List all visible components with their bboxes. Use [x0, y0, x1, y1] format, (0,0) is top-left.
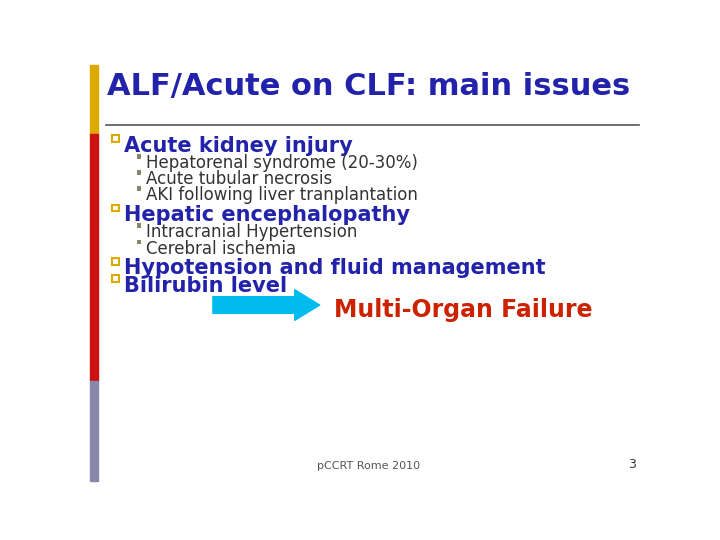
- Text: Hepatic encephalopathy: Hepatic encephalopathy: [124, 205, 410, 225]
- Bar: [137, 170, 141, 175]
- Text: Acute tubular necrosis: Acute tubular necrosis: [145, 170, 332, 188]
- Bar: [137, 224, 141, 228]
- Text: pCCRT Rome 2010: pCCRT Rome 2010: [318, 461, 420, 471]
- Text: ALF/Acute on CLF: main issues: ALF/Acute on CLF: main issues: [107, 72, 630, 102]
- Bar: [112, 205, 119, 212]
- Bar: [90, 65, 98, 134]
- FancyArrowPatch shape: [213, 290, 320, 320]
- Bar: [112, 258, 119, 265]
- Text: Hepatorenal syndrome (20-30%): Hepatorenal syndrome (20-30%): [145, 154, 418, 172]
- Text: 3: 3: [629, 458, 636, 471]
- Text: Cerebral ischemia: Cerebral ischemia: [145, 240, 296, 258]
- Bar: [112, 275, 119, 282]
- Bar: [112, 135, 119, 142]
- Bar: [137, 154, 141, 159]
- Bar: [90, 381, 98, 481]
- Bar: [137, 240, 141, 244]
- Text: Intracranial Hypertension: Intracranial Hypertension: [145, 224, 357, 241]
- Text: Bilirubin level: Bilirubin level: [124, 276, 287, 296]
- Text: Multi-Organ Failure: Multi-Organ Failure: [334, 298, 593, 322]
- Text: Acute kidney injury: Acute kidney injury: [124, 136, 353, 156]
- Bar: [90, 242, 98, 381]
- Text: Hypotension and fluid management: Hypotension and fluid management: [124, 258, 546, 278]
- Text: AKI following liver tranplantation: AKI following liver tranplantation: [145, 186, 418, 205]
- Bar: [90, 134, 98, 242]
- Bar: [137, 186, 141, 191]
